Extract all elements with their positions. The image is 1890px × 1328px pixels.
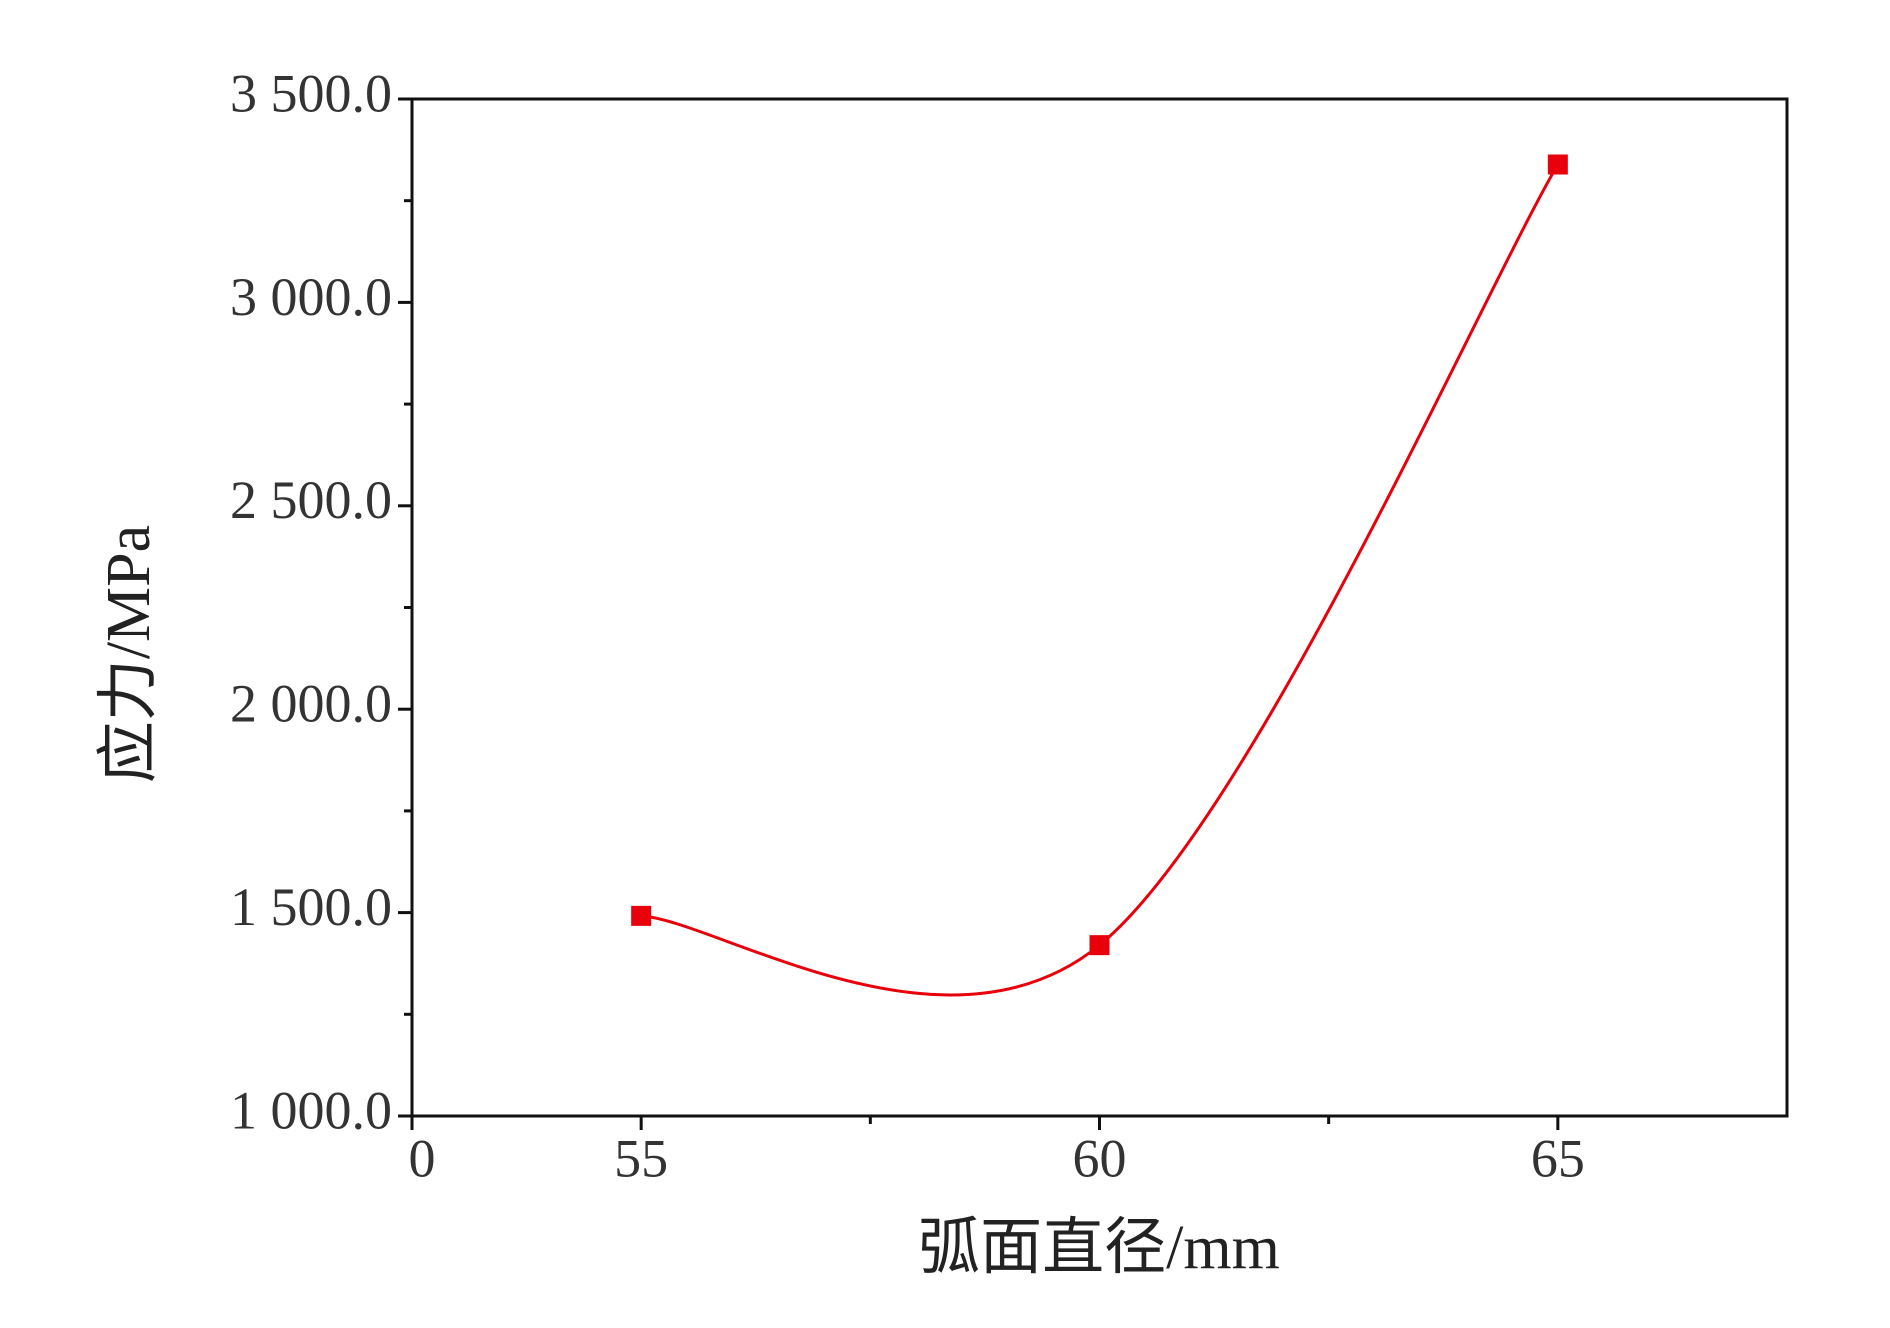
series-line [641, 163, 1560, 997]
x-tick-label: 55 [614, 1128, 668, 1188]
marker [1089, 935, 1110, 956]
marker [631, 905, 652, 926]
y-tick-label: 2 000.0 [230, 674, 392, 734]
marker [1547, 154, 1568, 175]
x-tick-label: 65 [1531, 1128, 1585, 1188]
y-tick-label: 1 500.0 [230, 877, 392, 937]
x-axis-title: 弧面直径/mm [918, 1214, 1280, 1282]
y-tick-label: 3 500.0 [230, 63, 392, 123]
y-tick-label: 3 000.0 [230, 267, 392, 327]
plot-frame [410, 97, 1789, 1118]
y-tick-label: 1 000.0 [230, 1080, 392, 1140]
x-tick-label: 0 [409, 1128, 436, 1188]
y-tick-label: 2 500.0 [230, 470, 392, 530]
y-axis-title: 应力/MPa [95, 525, 163, 783]
x-tick-label: 60 [1073, 1128, 1127, 1188]
